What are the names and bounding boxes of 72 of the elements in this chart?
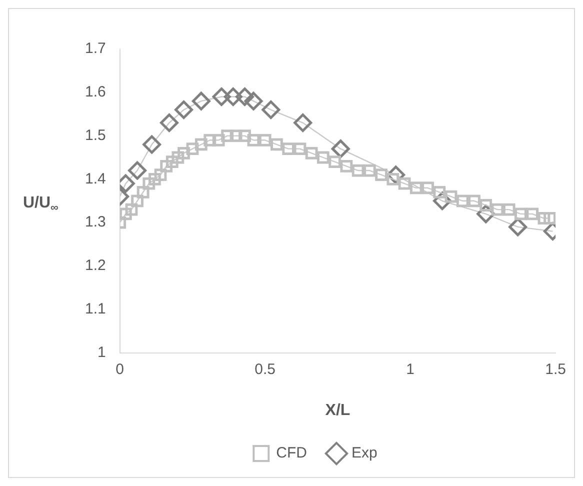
point bbox=[154, 168, 167, 182]
point bbox=[125, 203, 138, 216]
point bbox=[204, 134, 216, 146]
point bbox=[120, 208, 132, 220]
point bbox=[340, 160, 353, 172]
point bbox=[410, 182, 422, 194]
point bbox=[538, 212, 550, 224]
point bbox=[142, 177, 156, 190]
x-tick-label: 0 bbox=[116, 360, 124, 378]
point bbox=[526, 208, 539, 220]
point bbox=[331, 140, 350, 158]
point bbox=[363, 164, 376, 177]
y-tick-label: 1.3 bbox=[84, 214, 106, 231]
point bbox=[433, 186, 446, 198]
point bbox=[258, 134, 272, 146]
point bbox=[244, 92, 263, 110]
y-axis-title: U/U∞ bbox=[23, 194, 59, 214]
point bbox=[194, 138, 208, 151]
y-tick-label: 1.6 bbox=[84, 84, 106, 101]
point bbox=[456, 194, 469, 208]
y-tick-label: 1.7 bbox=[84, 40, 106, 58]
point bbox=[236, 87, 254, 106]
y-tick-label: 1.5 bbox=[84, 126, 106, 144]
point bbox=[174, 100, 194, 120]
point bbox=[142, 135, 162, 154]
legend-label: CFD bbox=[276, 444, 308, 462]
point bbox=[148, 173, 161, 186]
point bbox=[160, 160, 173, 172]
point bbox=[316, 151, 330, 164]
point bbox=[491, 203, 504, 216]
point bbox=[247, 134, 260, 146]
y-tick-label: 1.1 bbox=[84, 300, 106, 318]
point bbox=[422, 182, 434, 194]
point bbox=[282, 142, 295, 156]
point bbox=[508, 218, 528, 236]
point bbox=[544, 212, 556, 224]
point bbox=[221, 130, 234, 142]
point bbox=[166, 156, 178, 168]
point bbox=[294, 142, 306, 156]
x-axis-title: X/L bbox=[325, 402, 350, 419]
point bbox=[514, 208, 527, 220]
x-tick-label: 1 bbox=[406, 360, 415, 378]
point bbox=[212, 134, 225, 146]
y-tick-label: 1.2 bbox=[84, 257, 106, 274]
point bbox=[375, 168, 388, 182]
point bbox=[398, 177, 411, 190]
point bbox=[328, 156, 342, 168]
x-tick-label: 1.5 bbox=[545, 360, 566, 378]
point bbox=[270, 138, 283, 151]
point bbox=[212, 87, 231, 106]
y-tick-label: 1 bbox=[98, 344, 106, 361]
point bbox=[305, 146, 318, 160]
x-tick-label: 0.5 bbox=[254, 360, 276, 378]
point bbox=[294, 114, 312, 132]
y-tick-label: 1.4 bbox=[84, 170, 106, 188]
point bbox=[172, 151, 184, 164]
point bbox=[178, 146, 190, 160]
point bbox=[262, 100, 280, 120]
legend-label: Exp bbox=[351, 444, 378, 462]
point bbox=[502, 203, 516, 216]
point bbox=[352, 164, 364, 177]
point bbox=[131, 194, 144, 208]
point bbox=[186, 142, 199, 156]
point bbox=[224, 87, 242, 106]
point bbox=[468, 194, 480, 208]
point bbox=[192, 92, 210, 110]
point bbox=[238, 130, 251, 142]
point bbox=[128, 161, 147, 180]
point bbox=[444, 190, 458, 203]
point bbox=[160, 114, 178, 132]
point bbox=[136, 186, 150, 198]
point bbox=[480, 199, 492, 212]
